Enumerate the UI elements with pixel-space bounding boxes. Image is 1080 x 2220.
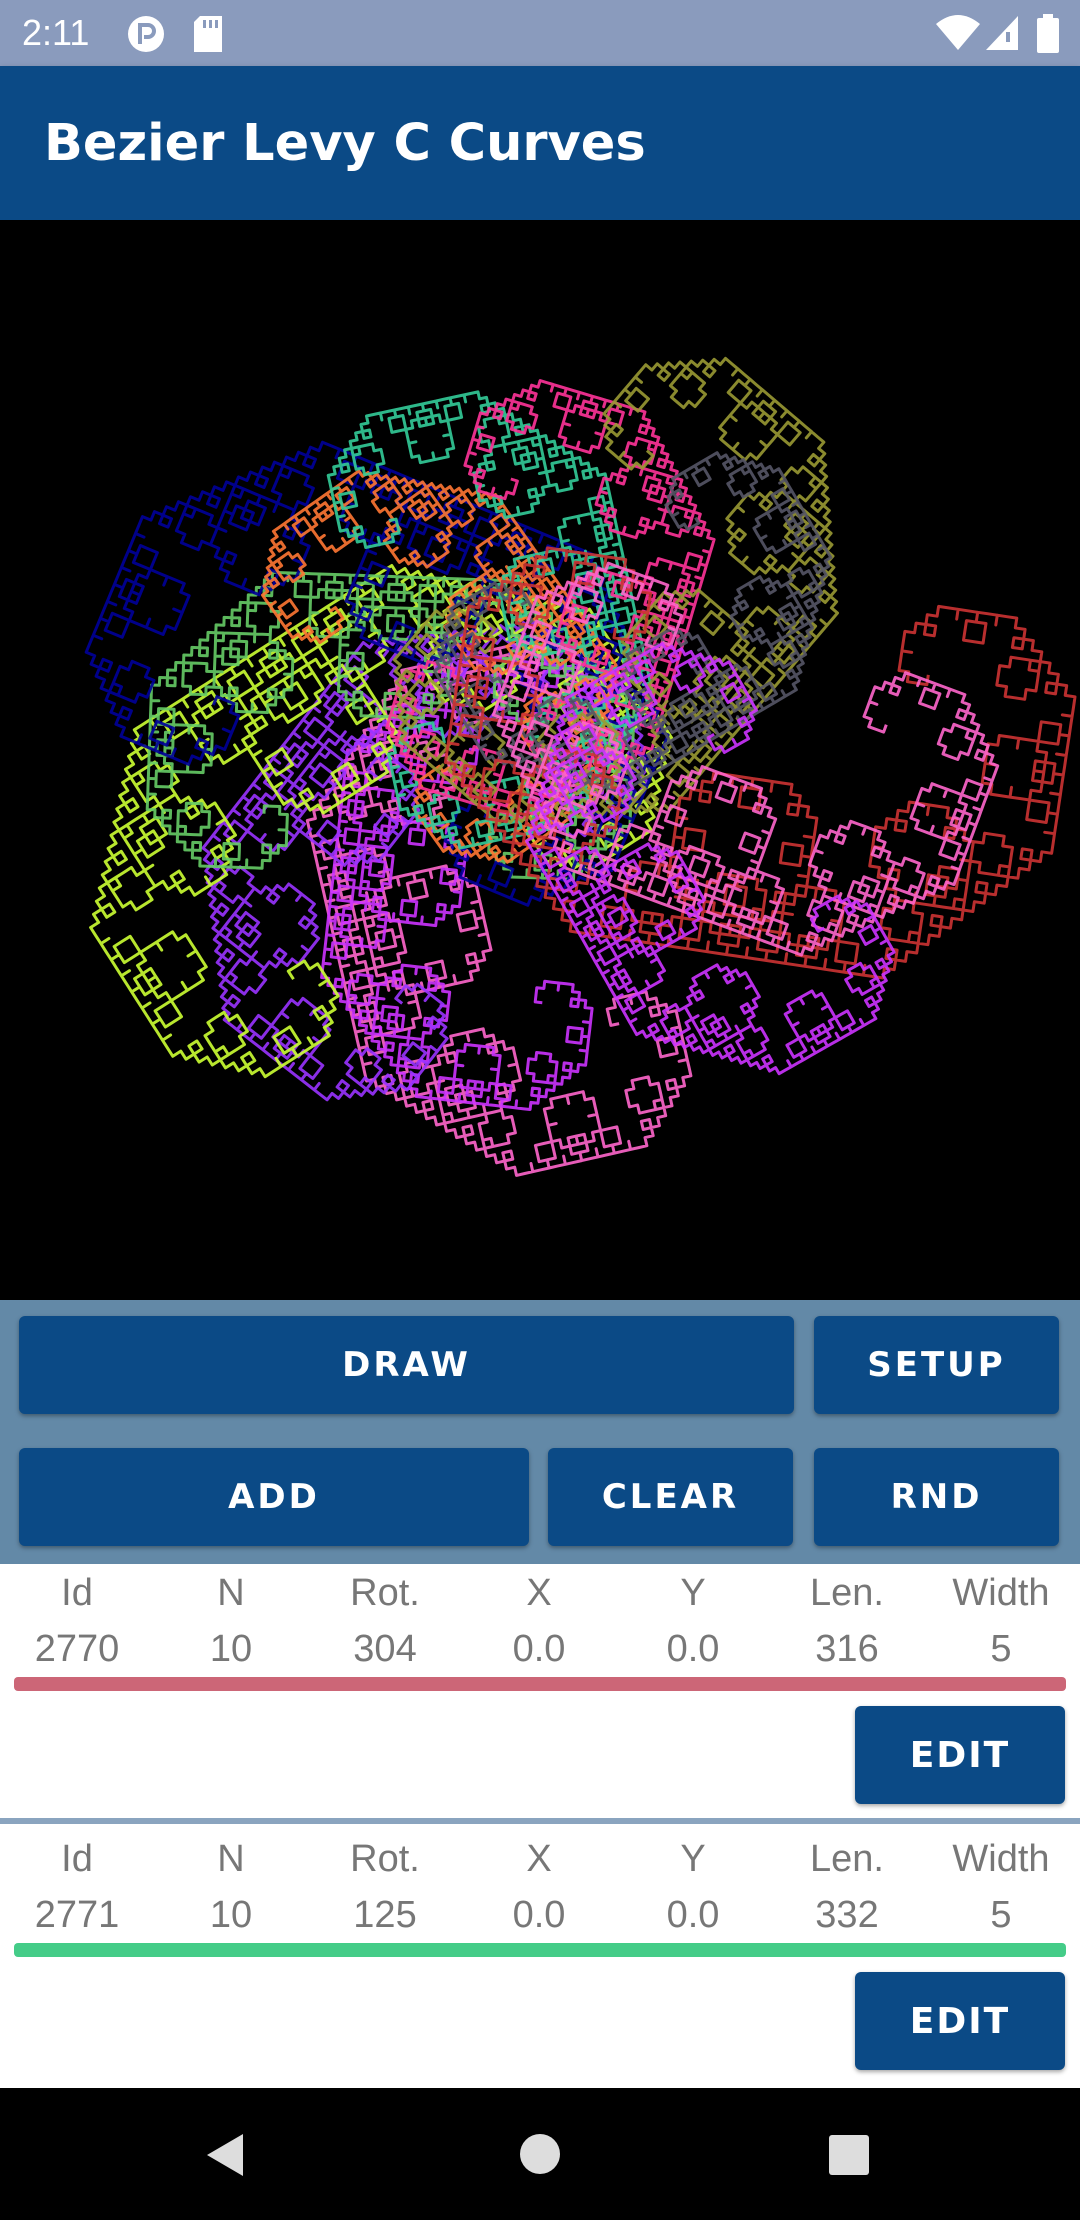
header-y: Y <box>680 1838 706 1880</box>
list-item: Id N Rot. X Y Len. Width 2771 10 125 0.0… <box>0 1830 1080 2090</box>
battery-icon <box>1036 14 1060 59</box>
levy-curve <box>320 653 627 1111</box>
curve-list: Id N Rot. X Y Len. Width 2770 10 304 0.0… <box>0 1564 1080 2090</box>
setup-button[interactable]: SETUP <box>814 1316 1059 1414</box>
value-rot: 125 <box>353 1894 417 1936</box>
header-len: Len. <box>810 1838 884 1880</box>
header-n: N <box>217 1572 245 1614</box>
value-n: 10 <box>209 1628 253 1670</box>
home-icon[interactable] <box>518 2132 562 2181</box>
drawing-canvas[interactable] <box>0 220 1080 1300</box>
value-width: 5 <box>990 1628 1012 1670</box>
curve-color-bar <box>14 1943 1066 1957</box>
value-len: 316 <box>815 1628 879 1670</box>
curve-color-bar <box>14 1677 1066 1691</box>
value-len: 332 <box>815 1894 879 1936</box>
levy-curve <box>525 642 896 1076</box>
value-id: 2770 <box>34 1628 120 1670</box>
levy-curve <box>433 451 833 796</box>
value-rot: 304 <box>353 1628 417 1670</box>
add-button[interactable]: ADD <box>19 1448 529 1546</box>
header-y: Y <box>680 1572 706 1614</box>
value-x: 0.0 <box>512 1628 566 1670</box>
divider <box>0 1818 1080 1824</box>
header-id: Id <box>61 1838 93 1880</box>
value-y: 0.0 <box>666 1628 720 1670</box>
header-len: Len. <box>810 1572 884 1614</box>
levy-curve <box>491 561 1000 957</box>
levy-curves-drawing <box>84 356 1077 1177</box>
value-x: 0.0 <box>512 1894 566 1936</box>
edit-button[interactable]: EDIT <box>855 1706 1065 1804</box>
levy-curve <box>305 639 693 1177</box>
status-time: 2:11 <box>22 12 90 53</box>
page-title: Bezier Levy C Curves <box>44 114 646 173</box>
header-width: Width <box>952 1572 1050 1614</box>
header-rot: Rot. <box>350 1572 420 1614</box>
header-x: X <box>526 1572 552 1614</box>
levy-curve <box>443 546 1077 980</box>
levy-curve <box>385 379 716 820</box>
app-bar: Bezier Levy C Curves <box>0 66 1080 220</box>
header-width: Width <box>952 1838 1050 1880</box>
edit-button[interactable]: EDIT <box>855 1972 1065 2070</box>
controls-panel: DRAW SETUP ADD CLEAR RND <box>0 1300 1080 1564</box>
recents-icon[interactable] <box>828 2134 870 2181</box>
clear-button[interactable]: CLEAR <box>548 1448 793 1546</box>
app-notification-icon <box>126 14 166 59</box>
header-n: N <box>217 1838 245 1880</box>
signal-icon <box>984 14 1020 57</box>
sd-card-icon <box>192 14 224 59</box>
random-button[interactable]: RND <box>814 1448 1059 1546</box>
value-id: 2771 <box>34 1894 120 1936</box>
back-icon[interactable] <box>203 2132 247 2183</box>
header-rot: Rot. <box>350 1838 420 1880</box>
draw-button[interactable]: DRAW <box>19 1316 794 1414</box>
header-x: X <box>526 1838 552 1880</box>
levy-curve <box>89 564 674 1079</box>
value-y: 0.0 <box>666 1894 720 1936</box>
header-id: Id <box>61 1572 93 1614</box>
navigation-bar <box>0 2088 1080 2220</box>
status-bar: 2:11 <box>0 0 1080 66</box>
list-item: Id N Rot. X Y Len. Width 2770 10 304 0.0… <box>0 1564 1080 1824</box>
wifi-icon <box>936 14 980 57</box>
value-n: 10 <box>209 1894 253 1936</box>
value-width: 5 <box>990 1894 1012 1936</box>
